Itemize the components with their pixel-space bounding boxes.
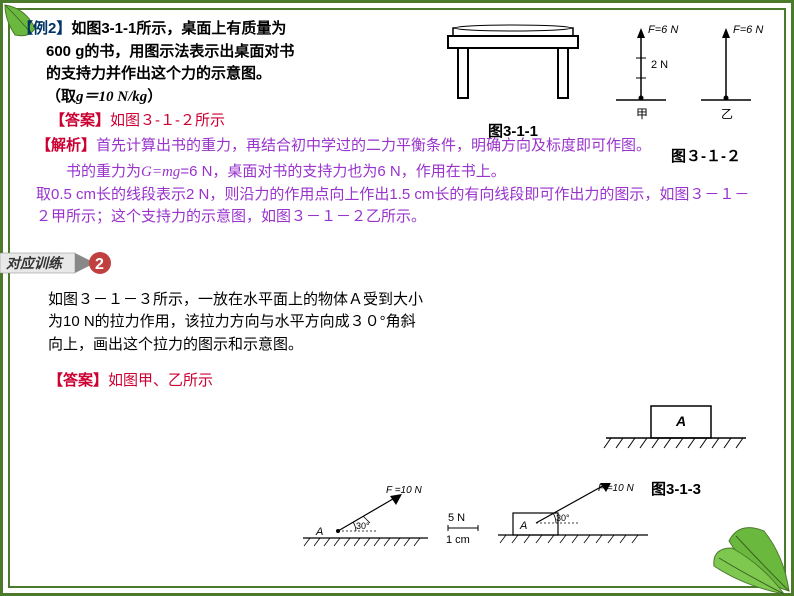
block-a-label: A bbox=[675, 413, 686, 429]
table-drawing bbox=[428, 18, 598, 113]
example-label: 【例2】 bbox=[18, 20, 71, 37]
exercise-line-1: 如图３－１－３所示，一放在水平面上的物体Ａ受到大小 bbox=[48, 289, 568, 312]
example-problem: 【例2】如图3-1-1所示，桌面上有质量为 600 g的书，用图示法表示出桌面对… bbox=[18, 18, 398, 108]
f10n-1: F =10 N bbox=[386, 485, 422, 496]
angle-30-2: 30° bbox=[556, 513, 570, 523]
answer-2: 【答案】如图甲、乙所示 bbox=[48, 370, 776, 393]
scale-5n: 5 N bbox=[448, 512, 465, 524]
analysis-gmg: G=mg bbox=[141, 164, 180, 180]
f6n-label-1: F=6 N bbox=[648, 24, 678, 36]
example-g-eq: g＝10 N/kg bbox=[76, 89, 147, 105]
scale-1cm: 1 cm bbox=[446, 534, 470, 546]
exercise-line-2: 为10 N的拉力作用，该拉力方向与水平方向成３０°角斜 bbox=[48, 311, 568, 334]
yi-label: 乙 bbox=[721, 107, 733, 121]
exercise-problem: 如图３－１－３所示，一放在水平面上的物体Ａ受到大小 为10 N的拉力作用，该拉力… bbox=[48, 289, 568, 357]
analysis-line-2a: 书的重力为 bbox=[66, 163, 141, 180]
answer-1-label: 【答案】 bbox=[50, 112, 110, 129]
example-text-2: 600 g的书，用图示法表示出桌面对书 bbox=[18, 41, 294, 64]
content-area: 【例2】如图3-1-1所示，桌面上有质量为 600 g的书，用图示法表示出桌面对… bbox=[18, 18, 776, 578]
example-text-3: 的支持力并作出这个力的示意图。 bbox=[18, 63, 271, 86]
analysis-line-2b: =6 N，桌面对书的支持力也为6 N，作用在书上。 bbox=[180, 163, 505, 180]
example-text-5: ） bbox=[147, 88, 162, 105]
force-arrows-drawing: F=6 N 2 N 甲 F=6 N 乙 bbox=[606, 18, 766, 128]
fig-3-1-2-label: 图３-１-２ bbox=[671, 146, 741, 169]
a-label-2: A bbox=[519, 520, 527, 532]
example-text-1: 如图3-1-1所示，桌面上有质量为 bbox=[71, 20, 286, 37]
block-a-drawing: A bbox=[596, 396, 756, 471]
force-diagram-bottom: 30° A F =10 N 5 N 1 cm A 3 bbox=[298, 483, 668, 553]
angle-30-1: 30° bbox=[356, 521, 370, 531]
answer-1-text: 如图３-１-２所示 bbox=[110, 112, 225, 129]
a-label-1: A bbox=[315, 526, 323, 538]
answer-2-label: 【答案】 bbox=[48, 372, 108, 389]
fig-3-1-1-label: 图3-1-1 bbox=[428, 121, 598, 144]
training-num-text: 2 bbox=[95, 256, 104, 273]
f10n-2: F =10 N bbox=[598, 483, 634, 494]
example-text-4: （取 bbox=[46, 88, 76, 105]
figure-bottom-diagrams: 30° A F =10 N 5 N 1 cm A 3 bbox=[298, 483, 668, 561]
exercise-line-3: 向上，画出这个拉力的图示和示意图。 bbox=[48, 334, 568, 357]
figure-table: 图3-1-1 bbox=[428, 18, 598, 143]
answer-2-text: 如图甲、乙所示 bbox=[108, 372, 213, 389]
training-badge: 对应训练 2 bbox=[0, 247, 776, 279]
training-label-text: 对应训练 bbox=[6, 255, 64, 271]
figure-arrows: F=6 N 2 N 甲 F=6 N 乙 bbox=[606, 18, 766, 136]
analysis-line-3: 取0.5 cm长的线段表示2 N，则沿力的作用点向上作出1.5 cm长的有向线段… bbox=[36, 184, 764, 229]
scale-2n: 2 N bbox=[651, 59, 668, 71]
analysis-block: 【解析】首先计算出书的重力，再结合初中学过的二力平衡条件，明确方向及标度即可作图… bbox=[36, 135, 764, 229]
analysis-label: 【解析】 bbox=[36, 137, 96, 154]
jia-label: 甲 bbox=[636, 107, 648, 121]
f6n-label-2: F=6 N bbox=[733, 24, 763, 36]
